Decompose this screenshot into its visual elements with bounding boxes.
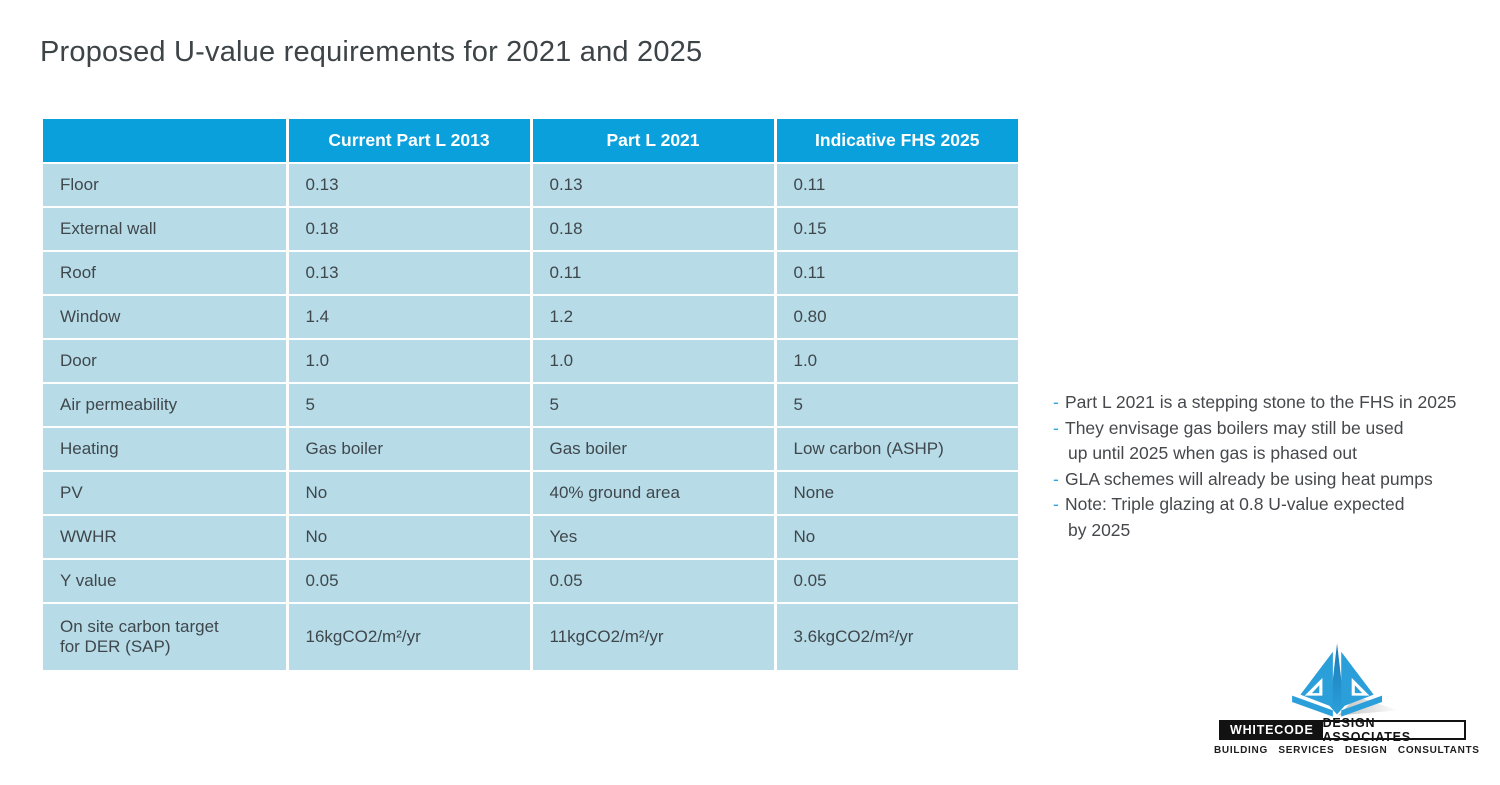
cell-value: 0.05: [773, 559, 1018, 604]
whitecode-logo: WHITECODE DESIGN ASSOCIATES BUILDING SER…: [1210, 640, 1480, 765]
cell-value: None: [773, 471, 1018, 516]
cell-value: 0.13: [529, 163, 775, 208]
cell-value: 1.4: [285, 295, 531, 340]
table-row: Door 1.0 1.0 1.0: [43, 339, 1018, 384]
cell-value: 16kgCO2/m²/yr: [285, 603, 531, 670]
cell-value: 0.11: [773, 163, 1018, 208]
cell-value: 5: [529, 383, 775, 428]
cell-value: No: [285, 471, 531, 516]
cell-value: 1.0: [773, 339, 1018, 384]
logo-name-left: WHITECODE: [1221, 722, 1323, 738]
cell-value: Gas boiler: [285, 427, 531, 472]
row-label: Roof: [43, 251, 287, 296]
row-label: Floor: [43, 163, 287, 208]
row-label: PV: [43, 471, 287, 516]
notes-panel: - Part L 2021 is a stepping stone to the…: [1053, 390, 1483, 543]
row-label: Door: [43, 339, 287, 384]
cell-value: 5: [285, 383, 531, 428]
pyramid-logo-icon: [1292, 643, 1399, 717]
note-line: - Note: Triple glazing at 0.8 U-value ex…: [1053, 492, 1483, 518]
cell-value: 0.15: [773, 207, 1018, 252]
cell-value: 3.6kgCO2/m²/yr: [773, 603, 1018, 670]
note-line-continuation: by 2025: [1053, 518, 1483, 544]
table-row: Heating Gas boiler Gas boiler Low carbon…: [43, 427, 1018, 472]
header-cell-part-l-2021: Part L 2021: [529, 119, 775, 164]
cell-value: No: [773, 515, 1018, 560]
row-label-line1: On site carbon target: [60, 617, 219, 636]
row-label: Y value: [43, 559, 287, 604]
page-title: Proposed U-value requirements for 2021 a…: [40, 36, 703, 68]
cell-value: 0.11: [529, 251, 775, 296]
note-text: Note: Triple glazing at 0.8 U-value expe…: [1065, 494, 1405, 514]
header-cell-blank: [43, 119, 287, 164]
note-text: Part L 2021 is a stepping stone to the F…: [1065, 392, 1457, 412]
cell-value: 5: [773, 383, 1018, 428]
cell-value: No: [285, 515, 531, 560]
bullet-dash: -: [1053, 392, 1059, 412]
cell-value: 0.18: [529, 207, 775, 252]
row-label: Heating: [43, 427, 287, 472]
cell-value: Yes: [529, 515, 775, 560]
cell-value: 0.05: [529, 559, 775, 604]
table-row: Window 1.4 1.2 0.80: [43, 295, 1018, 340]
note-line-continuation: up until 2025 when gas is phased out: [1053, 441, 1483, 467]
bullet-dash: -: [1053, 417, 1059, 438]
note-line: - Part L 2021 is a stepping stone to the…: [1053, 390, 1483, 416]
table-header-row: Current Part L 2013 Part L 2021 Indicati…: [43, 119, 1018, 164]
cell-value: 40% ground area: [529, 471, 775, 516]
cell-value: 1.2: [529, 295, 775, 340]
table-row: Floor 0.13 0.13 0.11: [43, 163, 1018, 208]
note-text: GLA schemes will already be using heat p…: [1065, 468, 1433, 489]
logo-name-right: DESIGN ASSOCIATES: [1322, 716, 1411, 744]
note-text: by 2025: [1068, 519, 1131, 540]
note-text: They envisage gas boilers may still be u…: [1065, 417, 1404, 438]
row-label-line2: for DER (SAP): [60, 637, 171, 656]
cell-value: Low carbon (ASHP): [773, 427, 1018, 472]
table-row: On site carbon target for DER (SAP) 16kg…: [43, 603, 1018, 670]
cell-value: 0.13: [285, 251, 531, 296]
table-row: PV No 40% ground area None: [43, 471, 1018, 516]
logo-banner: WHITECODE DESIGN ASSOCIATES: [1219, 716, 1466, 744]
header-cell-fhs-2025: Indicative FHS 2025: [773, 119, 1018, 164]
cell-value: Gas boiler: [529, 427, 775, 472]
cell-value: 0.13: [285, 163, 531, 208]
row-label: WWHR: [43, 515, 287, 560]
row-label: Air permeability: [43, 383, 287, 428]
note-line: - They envisage gas boilers may still be…: [1053, 416, 1483, 442]
cell-value: 0.18: [285, 207, 531, 252]
row-label: Window: [43, 295, 287, 340]
row-label: External wall: [43, 207, 287, 252]
table-row: WWHR No Yes No: [43, 515, 1018, 560]
table-row: Y value 0.05 0.05 0.05: [43, 559, 1018, 604]
cell-value: 0.11: [773, 251, 1018, 296]
uvalue-table: Current Part L 2013 Part L 2021 Indicati…: [43, 119, 1018, 670]
bullet-dash: -: [1053, 494, 1059, 514]
cell-value: 1.0: [285, 339, 531, 384]
note-text: up until 2025 when gas is phased out: [1068, 443, 1357, 463]
cell-value: 0.05: [285, 559, 531, 604]
header-cell-part-l-2013: Current Part L 2013: [285, 119, 531, 164]
logo-tagline: BUILDING SERVICES DESIGN CONSULTANTS: [1214, 745, 1480, 756]
table-row: Air permeability 5 5 5: [43, 383, 1018, 428]
row-label: On site carbon target for DER (SAP): [43, 603, 287, 670]
cell-value: 1.0: [529, 339, 775, 384]
note-line: - GLA schemes will already be using heat…: [1053, 467, 1483, 493]
bullet-dash: -: [1053, 468, 1059, 489]
cell-value: 0.80: [773, 295, 1018, 340]
table-row: Roof 0.13 0.11 0.11: [43, 251, 1018, 296]
table-row: External wall 0.18 0.18 0.15: [43, 207, 1018, 252]
cell-value: 11kgCO2/m²/yr: [529, 603, 775, 670]
